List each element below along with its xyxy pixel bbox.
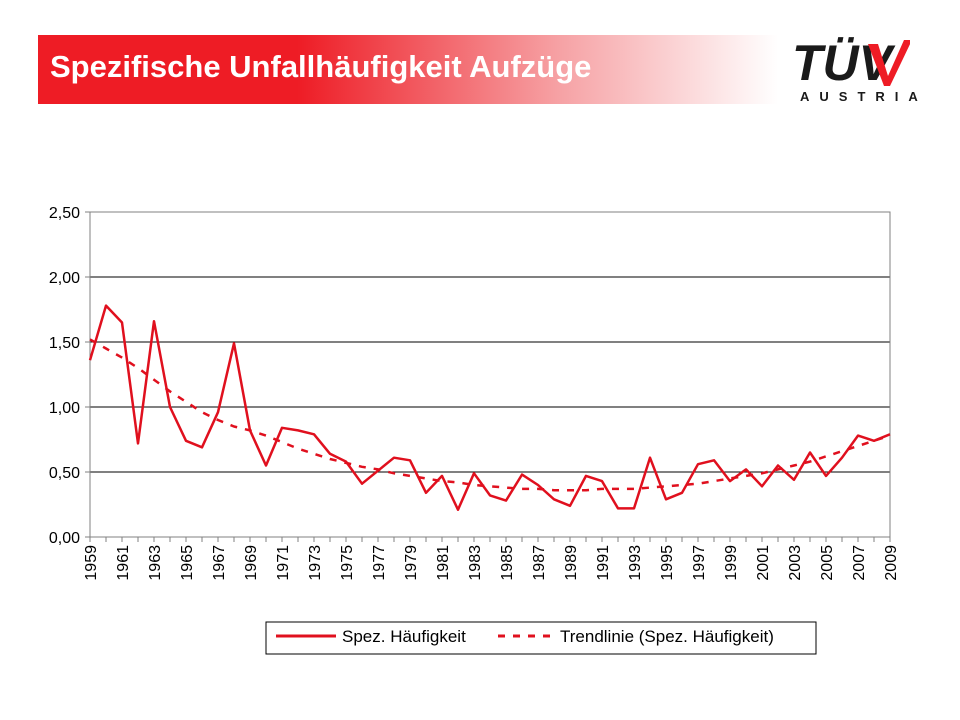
x-tick-label: 1987	[531, 545, 548, 581]
x-tick-label: 1967	[211, 545, 228, 581]
y-tick-label: 1,00	[49, 400, 80, 417]
x-tick-label: 1961	[115, 545, 132, 581]
logo-check-mark	[868, 40, 910, 86]
x-tick-label: 1991	[595, 545, 612, 581]
series-line-trendlinie	[89, 338, 891, 492]
plot-area-border	[89, 211, 891, 538]
x-tick-label: 1971	[275, 545, 292, 581]
tuv-logo: TÜV	[792, 36, 910, 91]
logo-subtitle: AUSTRIA	[800, 89, 928, 104]
x-tick-label: 2007	[851, 545, 868, 581]
x-tick-label: 2005	[819, 545, 836, 581]
y-tick-label: 2,50	[49, 205, 80, 222]
x-tick-label: 1965	[179, 545, 196, 581]
x-tick-label: 1997	[691, 545, 708, 581]
x-tick-label: 1973	[307, 545, 324, 581]
x-tick-label: 1963	[147, 545, 164, 581]
x-axis-ticks: 1959 1961 1963 1965 1967 1969 1971 1973 1975 1977…	[83, 537, 900, 581]
x-tick-label: 1995	[659, 545, 676, 581]
x-tick-label: 1983	[467, 545, 484, 581]
x-tick-label: 1981	[435, 545, 452, 581]
series-line-spez-haeufigkeit	[88, 304, 891, 511]
title-banner: Spezifische Unfallhäufigkeit Aufzüge	[38, 35, 778, 104]
x-tick-label: 2001	[755, 545, 772, 581]
x-tick-label: 1979	[403, 545, 420, 581]
x-tick-label: 1977	[371, 545, 388, 581]
x-tick-label: 1975	[339, 545, 356, 581]
y-tick-label: 0,00	[49, 530, 80, 547]
legend: Spez. Häufigkeit Trendlinie (Spez. Häufi…	[265, 621, 817, 655]
legend-label-series-2: Trendlinie (Spez. Häufigkeit)	[560, 627, 774, 646]
x-tick-label: 1999	[723, 545, 740, 581]
x-tick-label: 2003	[787, 545, 804, 581]
page-title: Spezifische Unfallhäufigkeit Aufzüge	[50, 49, 592, 84]
grid-layer	[90, 211, 890, 473]
series-layer	[88, 304, 891, 511]
x-tick-label: 1969	[243, 545, 260, 581]
legend-label-series-1: Spez. Häufigkeit	[342, 627, 466, 646]
y-tick-label: 0,50	[49, 465, 80, 482]
legend-box	[265, 621, 817, 655]
x-tick-label: 1993	[627, 545, 644, 581]
x-tick-label: 1989	[563, 545, 580, 581]
x-tick-label: 2009	[883, 545, 900, 581]
y-axis-ticks: 0,00 0,50 1,00 1,50 2,00 2,50	[49, 205, 90, 547]
x-tick-label: 1985	[499, 545, 516, 581]
y-tick-label: 1,50	[49, 335, 80, 352]
y-tick-label: 2,00	[49, 270, 80, 287]
x-tick-label: 1959	[83, 545, 100, 581]
